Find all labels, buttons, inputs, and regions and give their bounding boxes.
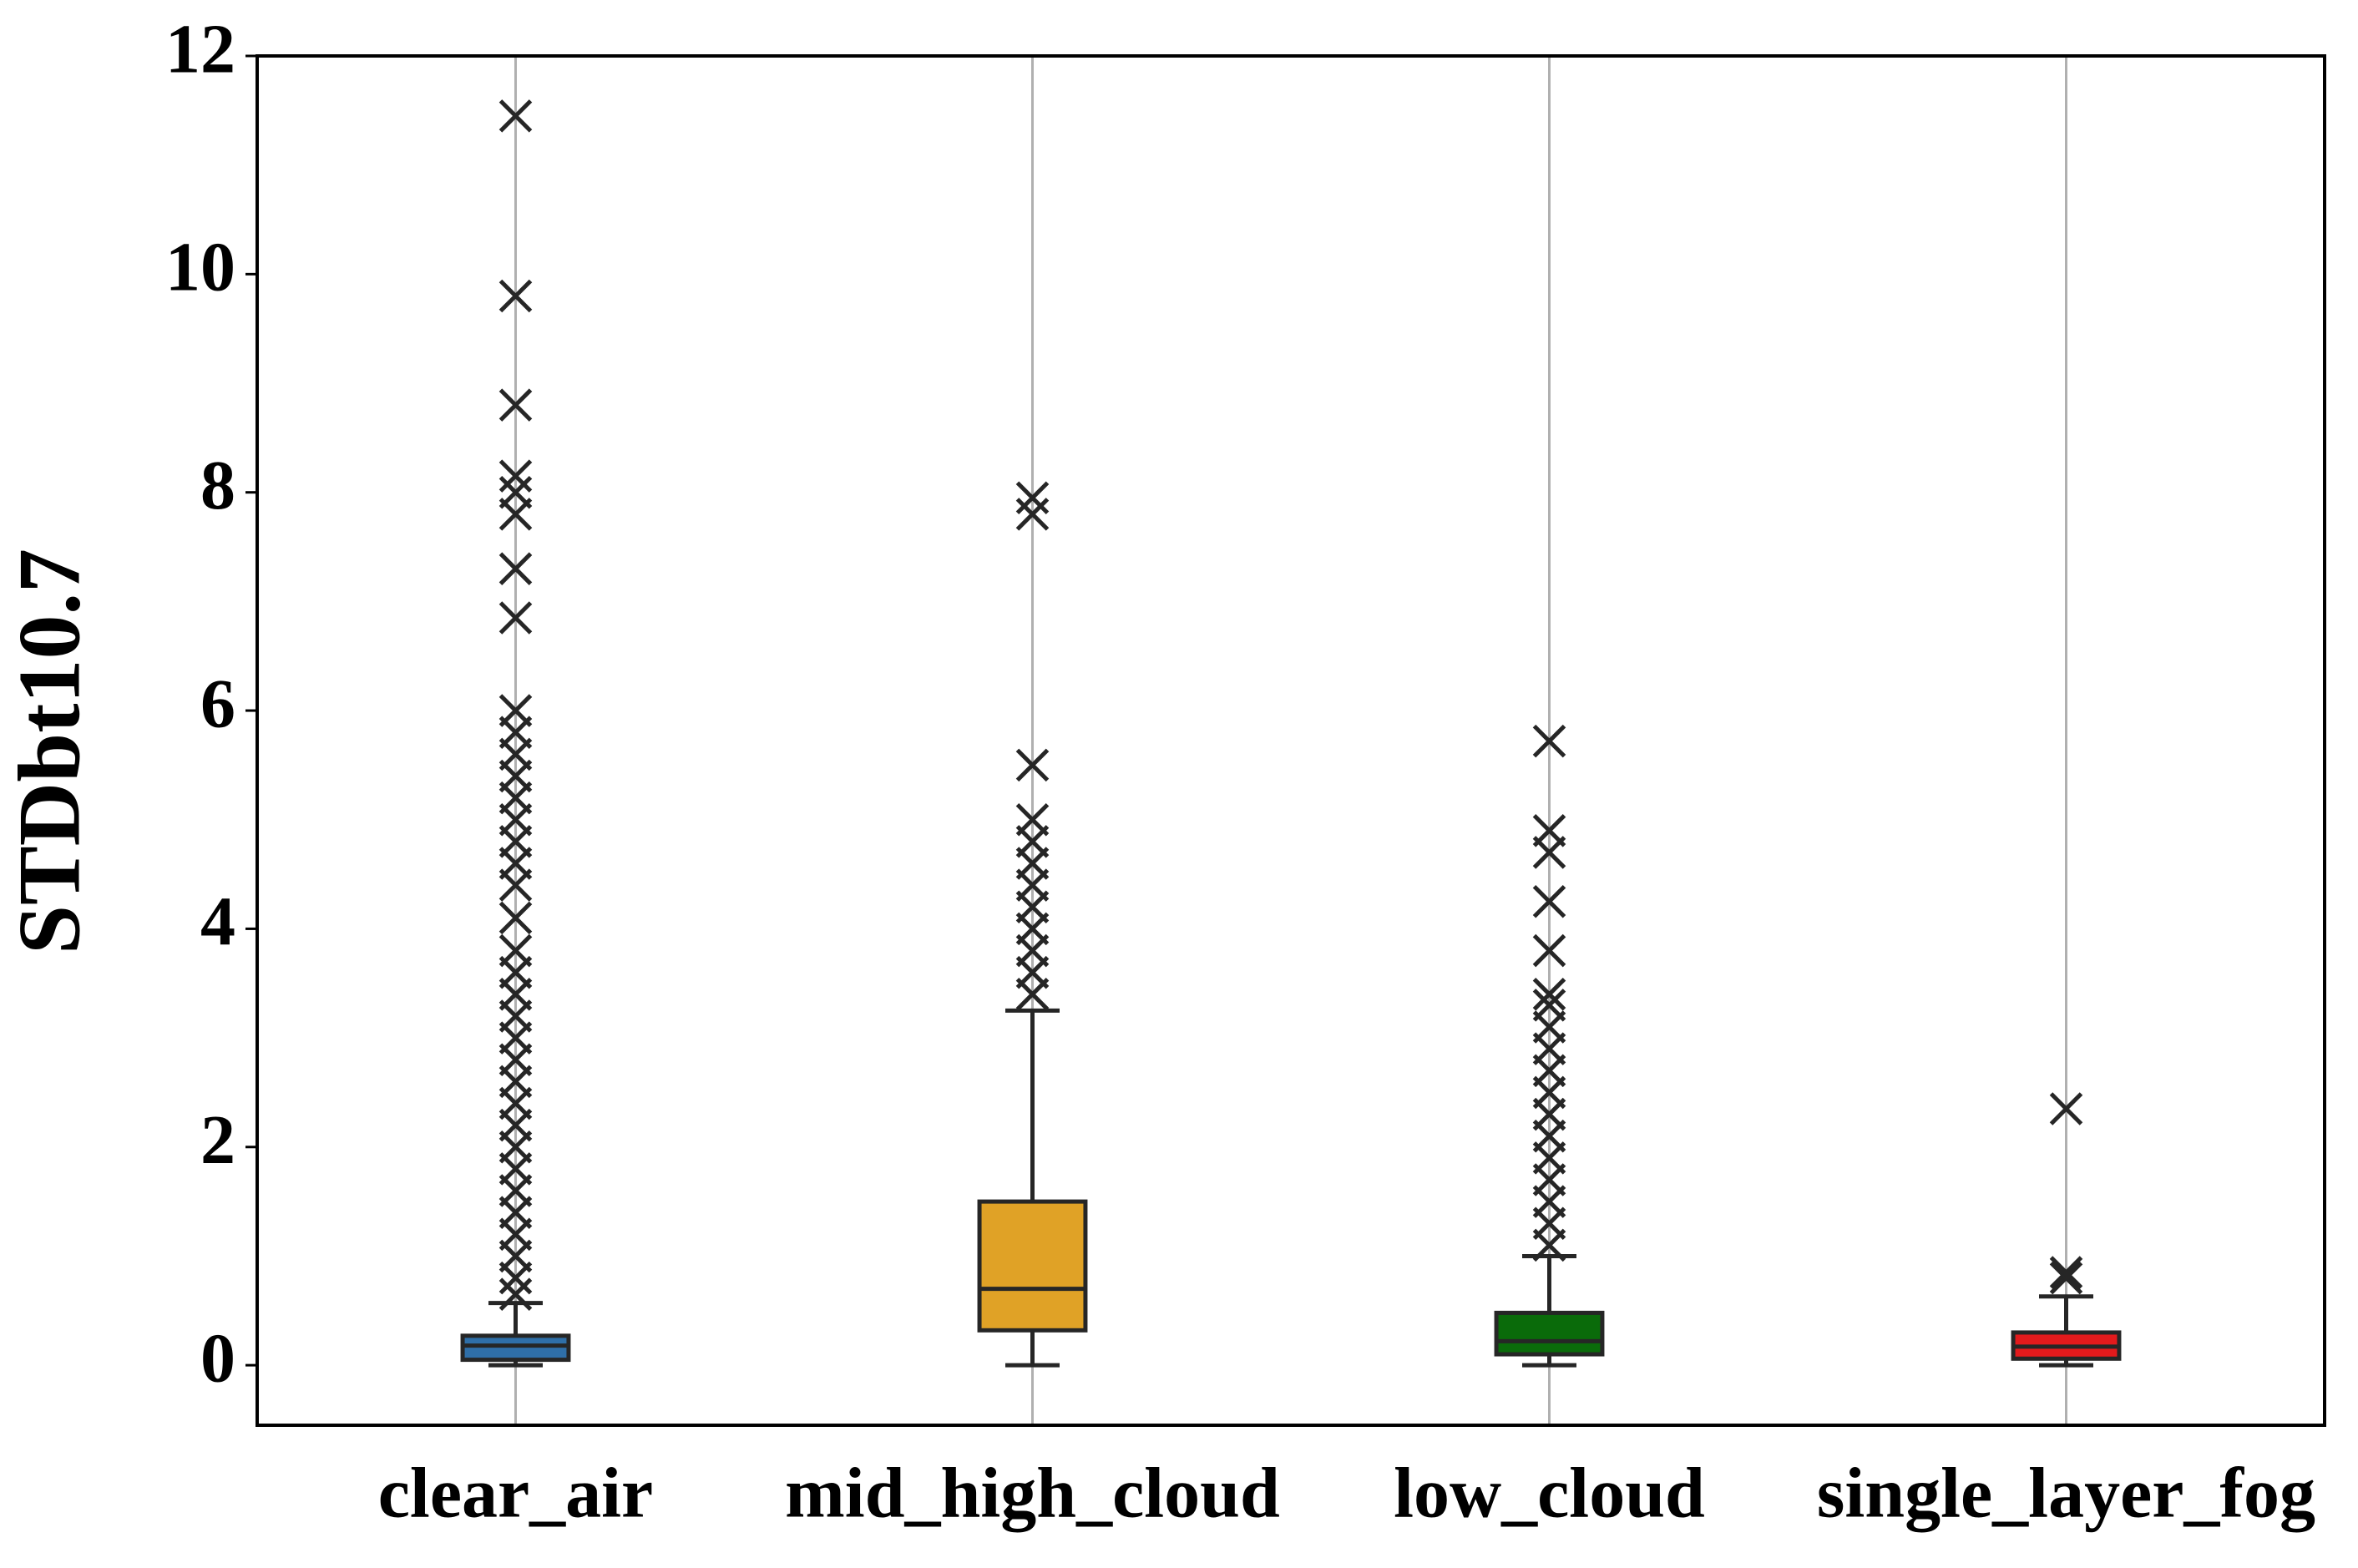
y-tick-label: 6 <box>200 665 235 742</box>
y-tick-label: 0 <box>200 1319 235 1397</box>
outlier <box>2049 1256 2083 1289</box>
outlier <box>498 279 533 313</box>
box <box>1494 1310 1605 1357</box>
outlier <box>498 1261 533 1295</box>
outlier <box>1015 978 1050 1011</box>
plot-frame <box>256 54 2326 1427</box>
outlier <box>1532 933 1566 968</box>
outlier <box>498 868 533 902</box>
outlier <box>1532 978 1566 1011</box>
outlier <box>1532 1228 1566 1262</box>
outlier <box>498 459 533 493</box>
outlier <box>498 901 533 935</box>
outlier <box>1532 836 1566 869</box>
outlier <box>1015 498 1050 531</box>
outlier <box>498 601 533 635</box>
outlier <box>1015 748 1050 782</box>
box <box>977 1199 1088 1333</box>
outlier <box>498 1277 533 1311</box>
outlier <box>498 498 533 531</box>
outlier <box>2049 1092 2083 1125</box>
outlier <box>2049 1261 2083 1295</box>
outlier <box>498 388 533 422</box>
x-tick-label: single_layer_fog <box>1817 1453 2315 1533</box>
outlier <box>1532 724 1566 758</box>
outlier <box>498 99 533 133</box>
y-tick-label: 4 <box>200 883 235 961</box>
y-tick-label: 8 <box>200 447 235 524</box>
y-tick-label: 2 <box>200 1101 235 1179</box>
y-axis-label: STDbt10.7 <box>0 549 98 954</box>
outlier <box>498 552 533 585</box>
outlier <box>1015 481 1050 515</box>
y-tick-label: 12 <box>165 10 235 88</box>
x-tick-label: clear_air <box>378 1453 653 1533</box>
outlier <box>1532 884 1566 918</box>
box <box>460 1333 571 1363</box>
x-tick-label: low_cloud <box>1394 1453 1705 1533</box>
y-tick-label: 10 <box>165 229 235 306</box>
x-tick-label: mid_high_cloud <box>785 1453 1280 1533</box>
